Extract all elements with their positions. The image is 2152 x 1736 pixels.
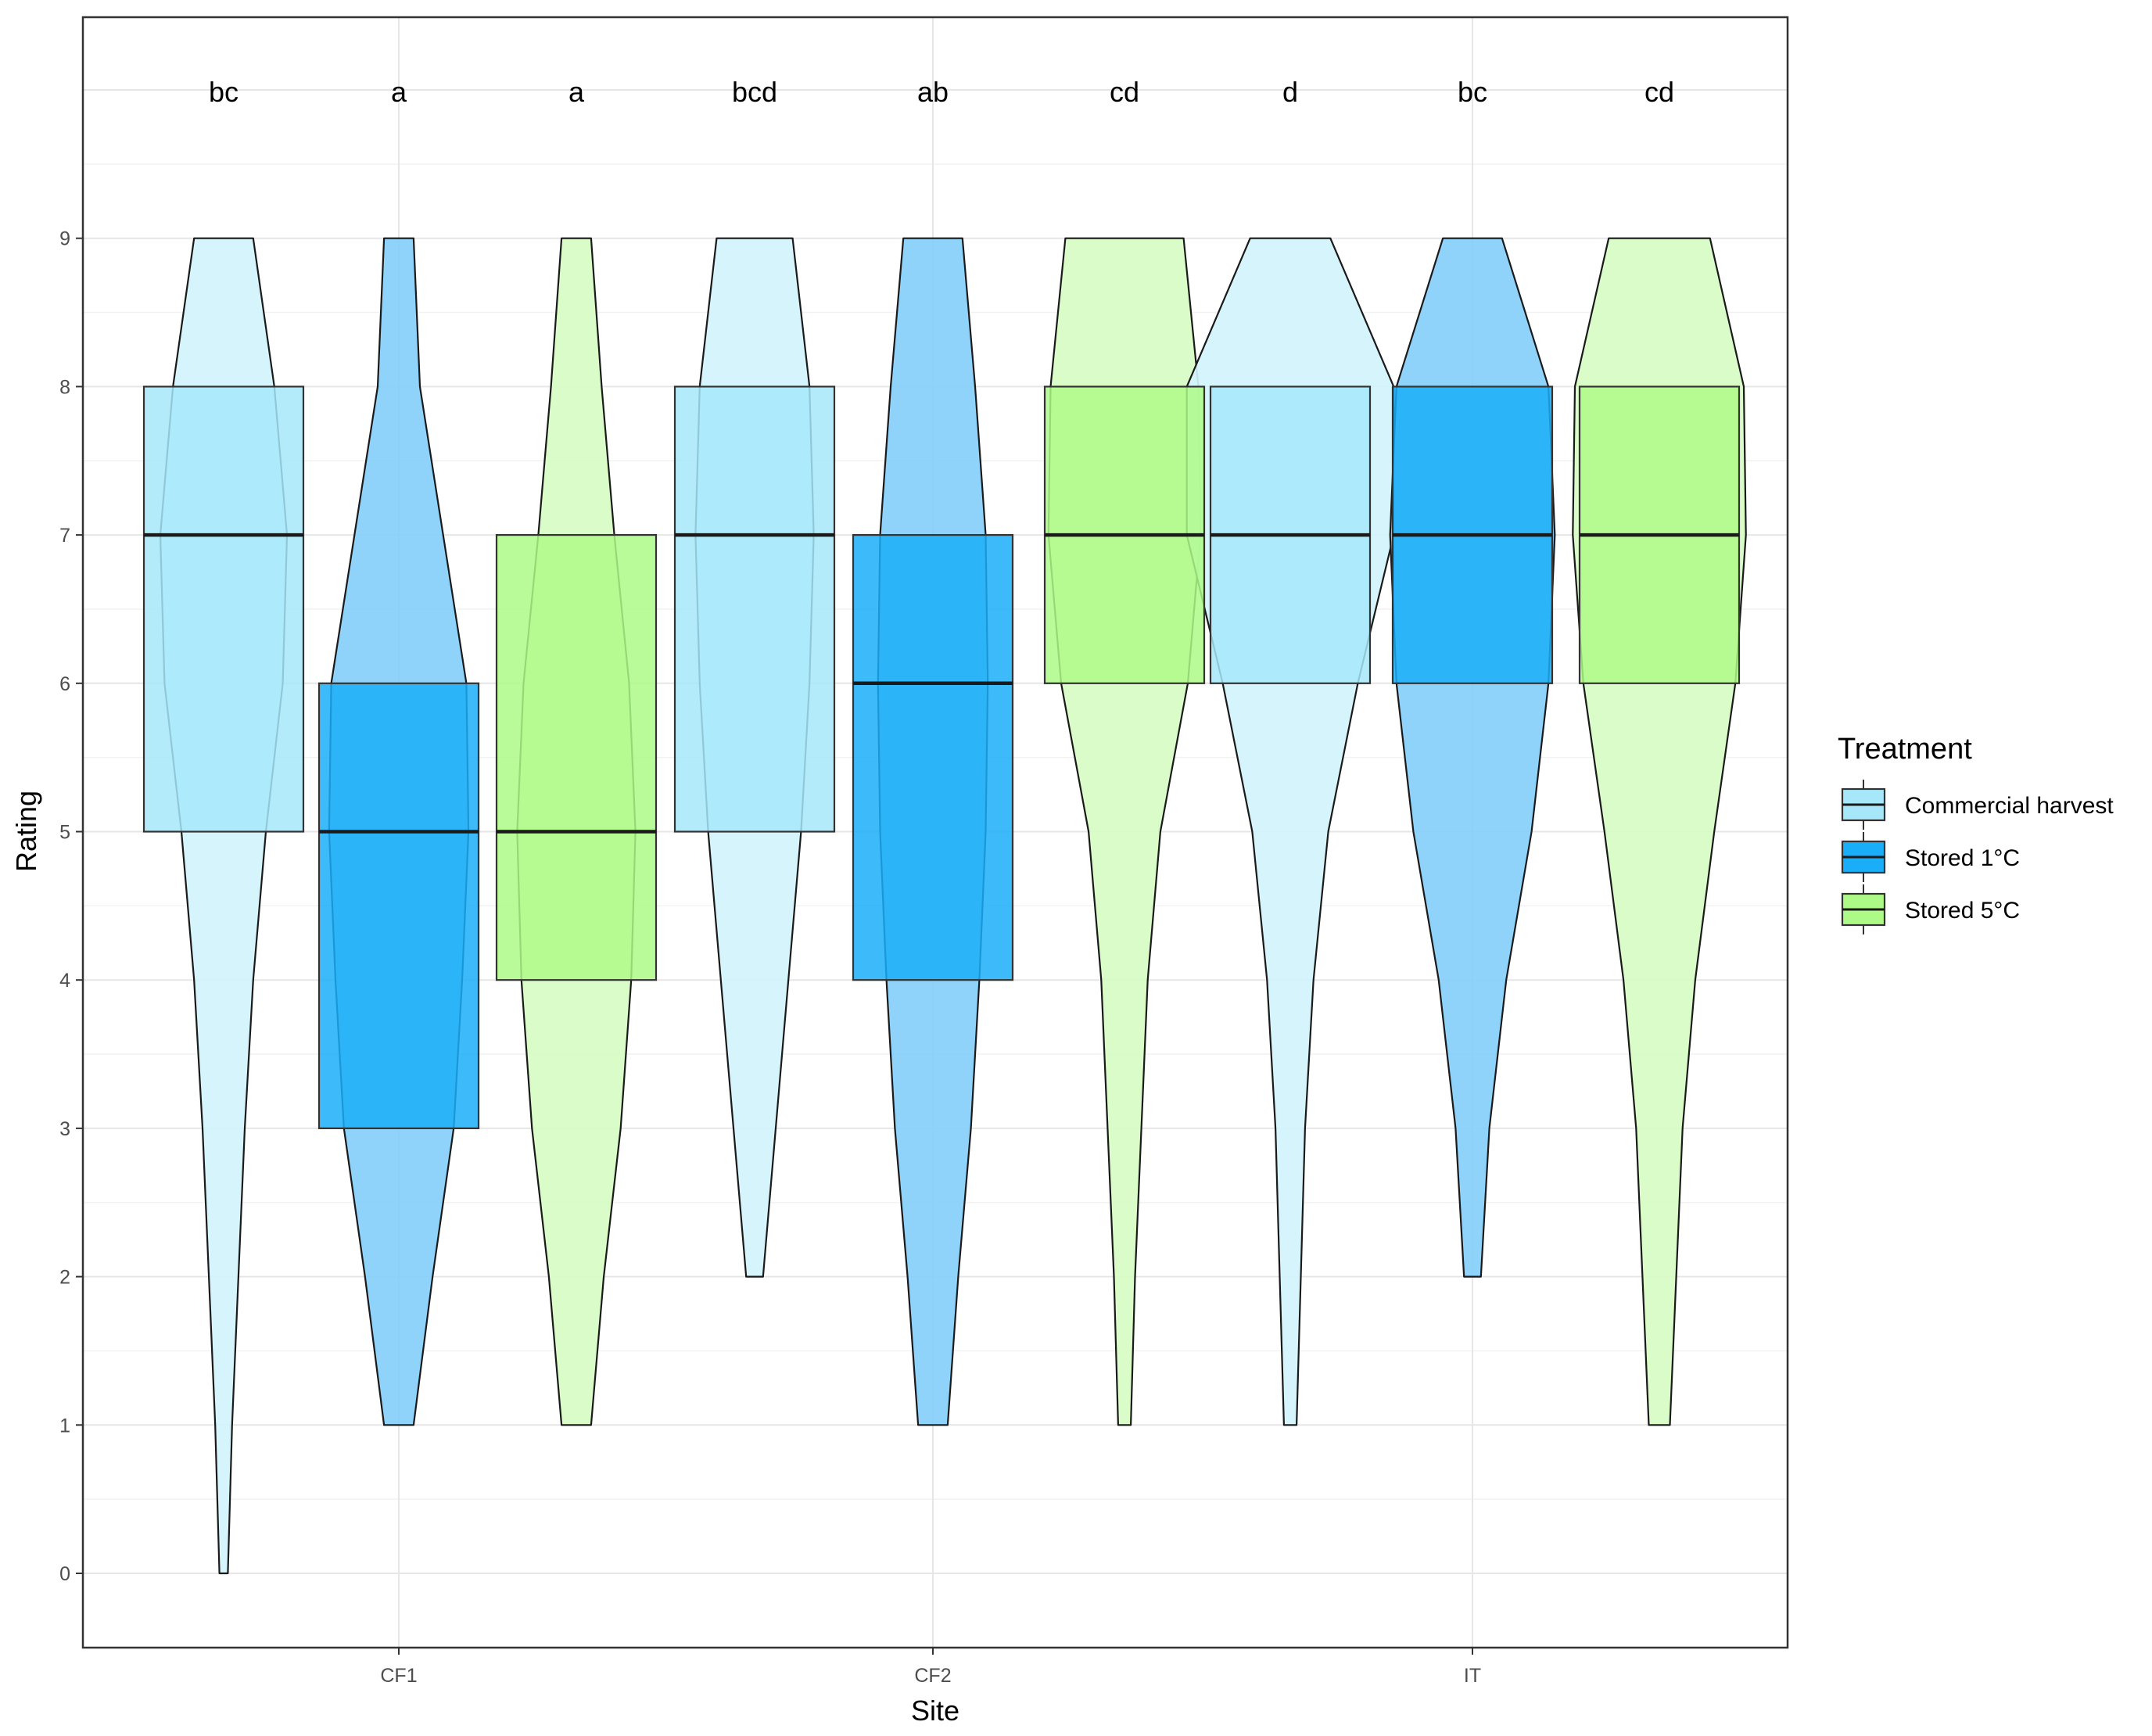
significance-letters: bc a a bcd ab cd d bc cd: [209, 76, 1674, 108]
legend-title: Treatment: [1838, 733, 1972, 766]
significance-letter: a: [568, 76, 585, 108]
significance-letter: bcd: [732, 76, 777, 108]
box-cf1-1: [317, 682, 480, 1129]
significance-letter: bc: [209, 76, 239, 108]
legend: Treatment Commercial harvest Stored 1°C St…: [1838, 733, 2114, 934]
legend-entry-label: Commercial harvest: [1905, 793, 2114, 819]
significance-letter: cd: [1110, 76, 1139, 108]
legend-entry-label: Stored 5°C: [1905, 898, 2020, 924]
significance-letter: cd: [1644, 76, 1674, 108]
box-cf1-0: [142, 386, 305, 833]
y-tick-label: 1: [59, 1415, 70, 1437]
y-tick-label: 4: [59, 970, 70, 992]
x-tick-label: CF1: [380, 1665, 417, 1687]
box-cf2-3: [673, 386, 836, 833]
significance-letter: d: [1282, 76, 1298, 108]
x-tick-label: IT: [1464, 1665, 1481, 1687]
y-tick-label: 9: [59, 228, 70, 250]
box-cf1-2: [495, 533, 658, 981]
significance-letter: bc: [1458, 76, 1487, 108]
significance-letter: ab: [917, 76, 949, 108]
box-cf2-4: [852, 533, 1014, 981]
y-tick-label: 6: [59, 673, 70, 695]
x-tick-label: CF2: [914, 1665, 951, 1687]
y-tick-label: 7: [59, 525, 70, 547]
y-tick-label: 2: [59, 1267, 70, 1289]
boxes: [142, 386, 1741, 1129]
y-tick-label: 8: [59, 376, 70, 398]
y-tick-label: 3: [59, 1118, 70, 1140]
significance-letter: a: [391, 76, 407, 108]
y-axis-title: Rating: [10, 791, 42, 872]
y-tick-label: 5: [59, 822, 70, 844]
x-axis-title: Site: [911, 1695, 959, 1727]
y-tick-label: 0: [59, 1563, 70, 1585]
axes: 0 1 2 3 4 5 6 7 8 9 CF1 CF2 IT: [59, 228, 1481, 1687]
legend-entry-label: Stored 1°C: [1905, 845, 2020, 871]
